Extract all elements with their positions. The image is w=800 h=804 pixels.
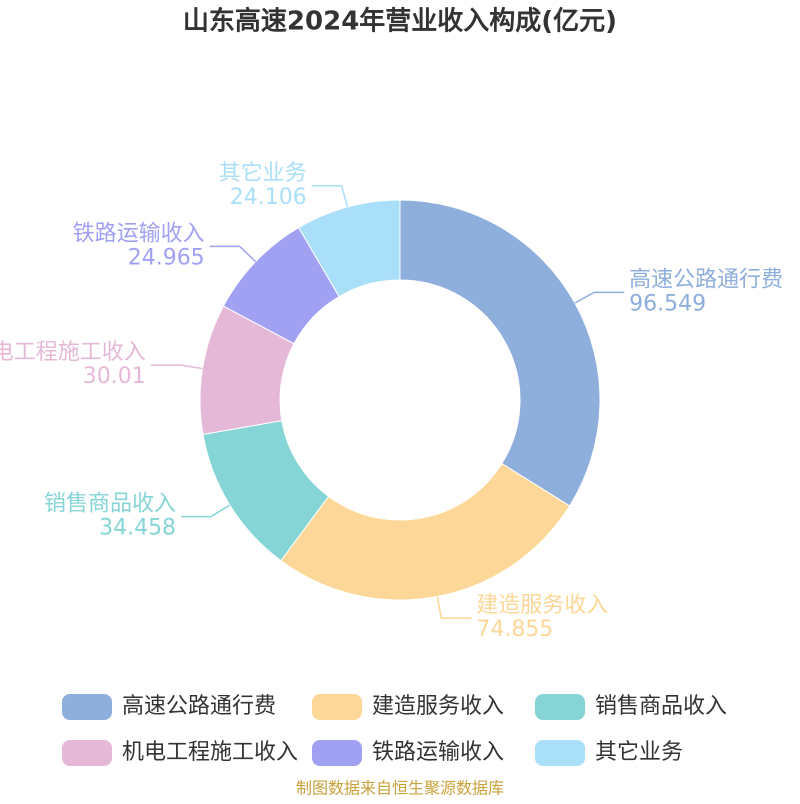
leader-line	[181, 504, 231, 518]
slice-value: 24.965	[128, 245, 205, 270]
legend-swatch	[535, 740, 585, 766]
slice-value: 34.458	[99, 516, 176, 541]
leader-line	[574, 291, 625, 304]
slice-value: 96.549	[629, 291, 706, 316]
slice-label: 高速公路通行费	[629, 267, 783, 292]
leader-line	[150, 364, 203, 370]
slice-label: 机电工程施工收入	[0, 340, 146, 365]
legend-label: 铁路运输收入	[372, 740, 504, 765]
source-note: 制图数据来自恒生聚源数据库	[296, 779, 504, 798]
leader-line	[209, 245, 257, 263]
slice-value: 30.01	[83, 364, 146, 389]
legend-swatch	[535, 694, 585, 720]
slice-label: 建造服务收入	[476, 593, 608, 618]
legend-swatch	[312, 740, 362, 766]
slice-value: 24.106	[230, 185, 307, 210]
slice-label: 铁路运输收入	[73, 221, 205, 246]
donut-slice	[399, 199, 601, 507]
legend-label: 其它业务	[595, 740, 683, 765]
donut-slice	[280, 462, 571, 601]
slice-value: 74.855	[476, 617, 553, 642]
legend-swatch	[62, 694, 112, 720]
chart-title: 山东高速2024年营业收入构成(亿元)	[183, 6, 617, 37]
slice-label: 其它业务	[219, 161, 307, 186]
legend-label: 高速公路通行费	[122, 694, 276, 719]
leader-line	[436, 596, 472, 619]
legend-label: 建造服务收入	[372, 694, 504, 719]
legend-label: 机电工程施工收入	[122, 740, 298, 765]
slice-label: 销售商品收入	[44, 492, 176, 517]
legend-swatch	[62, 740, 112, 766]
legend-swatch	[312, 694, 362, 720]
leader-line	[311, 185, 349, 208]
donut-slice	[297, 199, 401, 298]
legend-label: 销售商品收入	[595, 694, 727, 719]
